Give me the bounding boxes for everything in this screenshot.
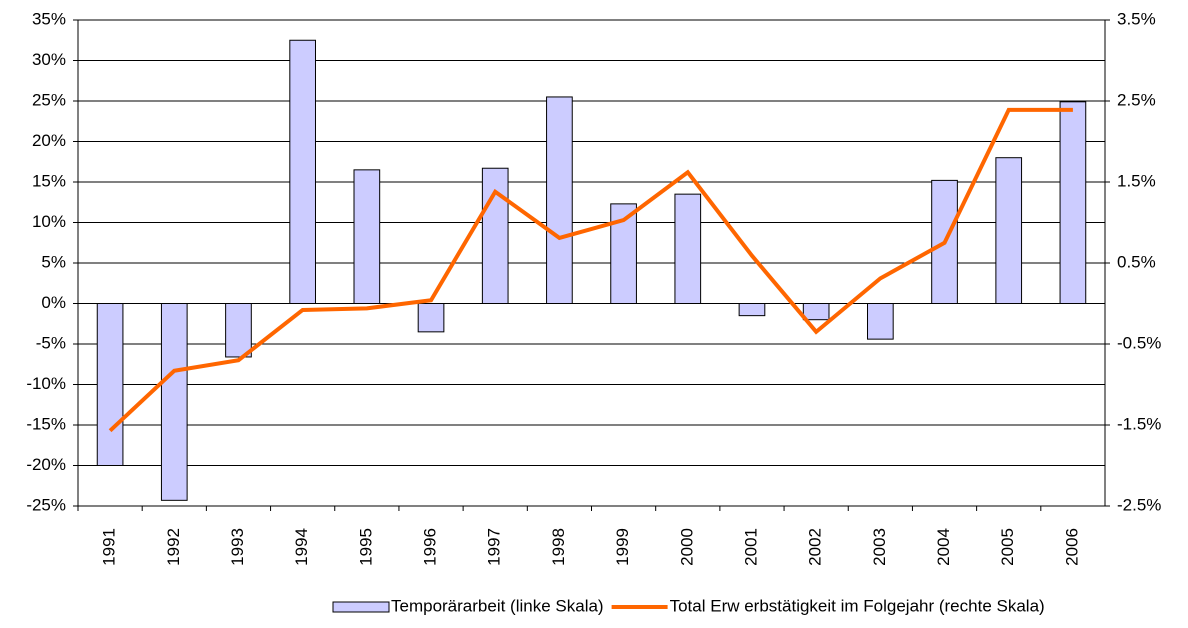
x-tick-label: 1994 <box>292 528 311 566</box>
bar <box>674 193 702 304</box>
y2-tick-label: 0.5% <box>1117 252 1156 271</box>
bar <box>160 303 188 501</box>
bar <box>353 169 381 304</box>
x-tick-label: 1991 <box>100 528 119 566</box>
y2-tick-label: -0.5% <box>1117 333 1161 352</box>
y-tick-label: -5% <box>36 333 66 352</box>
x-tick-label: 1999 <box>613 528 632 566</box>
y-tick-label: 15% <box>32 171 66 190</box>
bar <box>481 167 509 304</box>
x-tick-label: 2000 <box>677 528 696 566</box>
y-tick-label: 5% <box>41 252 66 271</box>
x-tick-label: 2004 <box>934 528 953 566</box>
y-tick-label: -15% <box>26 414 66 433</box>
bar <box>417 303 445 333</box>
x-tick-label: 2001 <box>741 528 760 566</box>
x-tick-label: 1997 <box>485 528 504 566</box>
bar <box>225 303 252 358</box>
bar <box>1059 101 1087 304</box>
x-tick-label: 2006 <box>1062 528 1081 566</box>
bar <box>546 96 573 304</box>
x-tick-label: 1998 <box>549 528 568 566</box>
y2-tick-label: -1.5% <box>1117 414 1161 433</box>
y2-tick-label: -2.5% <box>1117 495 1161 514</box>
bar <box>802 303 830 321</box>
legend-swatch <box>332 601 390 613</box>
bar <box>995 157 1023 304</box>
y-tick-label: 30% <box>32 50 66 69</box>
bar <box>867 303 894 340</box>
y2-tick-label: 2.5% <box>1117 90 1156 109</box>
x-tick-label: 1993 <box>228 528 247 566</box>
x-tick-label: 2003 <box>870 528 889 566</box>
legend-label: Total Erw erbstätigkeit im Folgejahr (re… <box>670 596 1045 615</box>
x-tick-label: 1992 <box>164 528 183 566</box>
y-tick-label: 25% <box>32 90 66 109</box>
legend-label: Temporärarbeit (linke Skala) <box>391 596 604 615</box>
x-tick-label: 2005 <box>998 528 1017 566</box>
y2-tick-label: 1.5% <box>1117 171 1156 190</box>
y-tick-label: 35% <box>32 9 66 28</box>
legend: Temporärarbeit (linke Skala) Total Erw er… <box>332 596 1045 615</box>
y-tick-label: 0% <box>41 293 66 312</box>
x-tick-label: 1995 <box>356 528 375 566</box>
x-tick-label: 2002 <box>806 528 825 566</box>
x-tick-label: 1996 <box>421 528 440 566</box>
y-tick-label: -20% <box>26 455 66 474</box>
line <box>108 107 1073 433</box>
y-tick-label: -10% <box>26 374 66 393</box>
y-tick-label: -25% <box>26 495 66 514</box>
bar <box>289 39 316 304</box>
y-tick-label: 10% <box>32 212 66 231</box>
y2-tick-label: 3.5% <box>1117 9 1156 28</box>
bar <box>96 303 124 466</box>
y-tick-label: 20% <box>32 131 66 150</box>
bar <box>738 303 766 317</box>
